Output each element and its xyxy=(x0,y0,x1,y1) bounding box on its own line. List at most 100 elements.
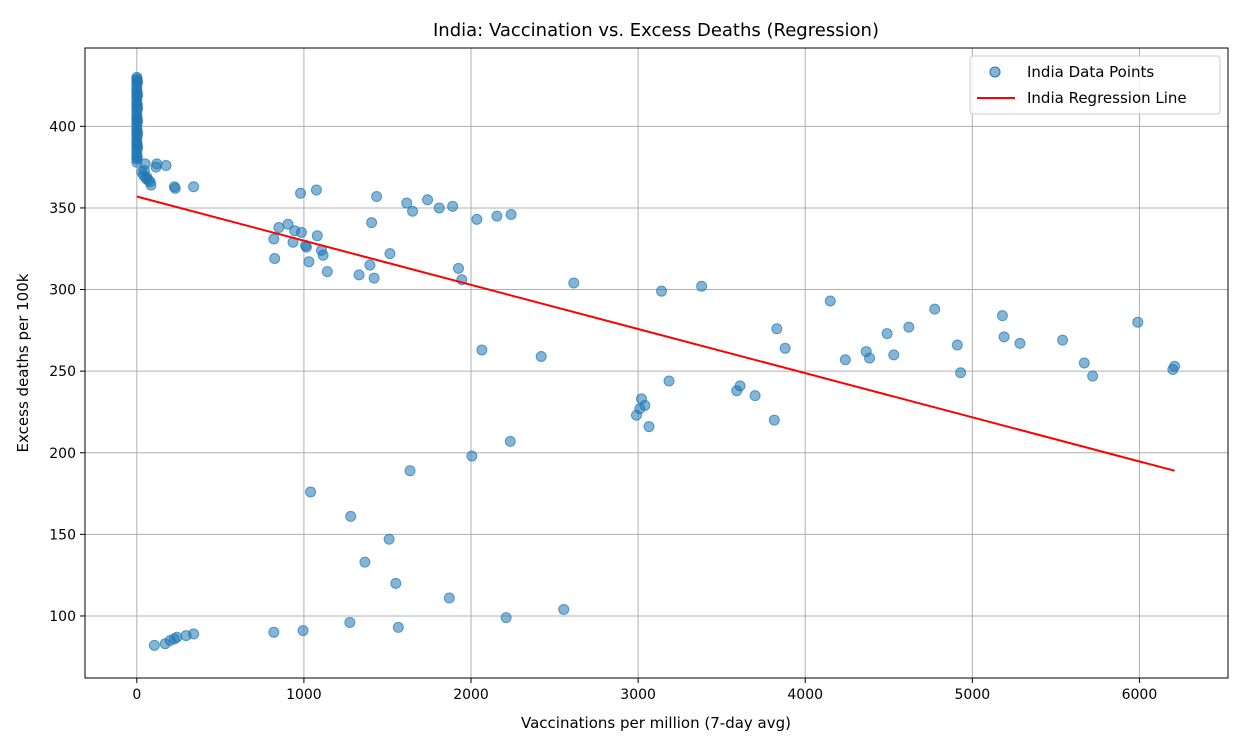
x-tick-label: 0 xyxy=(132,687,141,703)
data-point xyxy=(159,638,171,650)
data-point xyxy=(998,331,1010,343)
data-point xyxy=(491,210,503,222)
y-tick-label: 100 xyxy=(49,609,76,625)
data-point xyxy=(295,226,307,238)
legend-box xyxy=(969,55,1221,115)
data-point xyxy=(1087,370,1099,382)
data-point xyxy=(169,182,181,194)
data-point xyxy=(505,208,517,220)
data-point xyxy=(951,339,963,351)
data-point xyxy=(696,280,708,292)
data-point xyxy=(771,323,783,335)
data-point xyxy=(317,249,329,261)
data-point xyxy=(160,160,172,172)
data-point xyxy=(630,409,642,421)
chart-title: India: Vaccination vs. Excess Deaths (Re… xyxy=(433,20,879,41)
y-tick-label: 150 xyxy=(49,527,76,543)
y-tick-label: 200 xyxy=(49,446,76,462)
data-point xyxy=(864,352,876,364)
data-point xyxy=(303,256,315,268)
data-point xyxy=(180,630,192,642)
data-point xyxy=(384,248,396,260)
data-point xyxy=(1132,316,1144,328)
data-point xyxy=(422,194,434,206)
data-point xyxy=(368,272,380,284)
data-point xyxy=(824,295,836,307)
plot-frame xyxy=(84,47,1229,679)
legend-marker-scatter xyxy=(989,66,1001,78)
data-point xyxy=(132,89,144,101)
data-point xyxy=(383,533,395,545)
data-point xyxy=(132,129,144,141)
data-point xyxy=(1014,337,1026,349)
data-point xyxy=(955,367,967,379)
data-point xyxy=(404,465,416,477)
legend-label-points: India Data Points xyxy=(1027,63,1154,81)
data-point xyxy=(1057,334,1069,346)
data-point xyxy=(345,510,357,522)
data-point xyxy=(188,181,200,193)
data-point xyxy=(371,191,383,203)
data-point xyxy=(1078,357,1090,369)
data-point xyxy=(132,76,144,88)
data-point xyxy=(558,603,570,615)
data-point xyxy=(643,421,655,433)
data-point xyxy=(295,187,307,199)
data-point xyxy=(364,259,376,271)
data-point xyxy=(888,349,900,361)
data-point xyxy=(268,626,280,638)
data-point xyxy=(310,184,322,196)
y-tick-label: 350 xyxy=(49,201,76,217)
data-point xyxy=(366,217,378,229)
data-point xyxy=(150,161,162,173)
data-point xyxy=(568,277,580,289)
x-tick-label: 3000 xyxy=(620,687,656,703)
y-axis-label: Excess deaths per 100k xyxy=(14,273,32,452)
data-point xyxy=(140,173,152,185)
x-tick-label: 2000 xyxy=(453,687,489,703)
data-point xyxy=(749,390,761,402)
data-point xyxy=(447,200,459,212)
data-point xyxy=(269,253,281,265)
data-point xyxy=(321,266,333,278)
y-tick-label: 250 xyxy=(49,364,76,380)
data-point xyxy=(881,328,893,340)
data-point xyxy=(268,233,280,245)
data-point xyxy=(433,202,445,214)
data-point xyxy=(504,435,516,447)
data-point xyxy=(132,102,144,114)
data-point xyxy=(282,218,294,230)
data-point xyxy=(311,230,323,242)
data-point xyxy=(300,241,312,253)
y-tick-label: 400 xyxy=(49,119,76,135)
data-point xyxy=(476,344,488,356)
data-point xyxy=(452,262,464,274)
ticks: 0 1000 2000 3000 4000 5000 6000 100 150 200 250 300… xyxy=(49,119,1157,703)
data-point xyxy=(297,625,309,637)
data-point xyxy=(929,303,941,315)
data-point xyxy=(996,310,1008,322)
data-point xyxy=(132,142,144,154)
data-point xyxy=(407,205,419,217)
data-point xyxy=(392,621,404,633)
x-axis-label: Vaccinations per million (7-day avg) xyxy=(521,714,791,732)
data-point xyxy=(663,375,675,387)
data-point xyxy=(443,592,455,604)
data-point xyxy=(839,354,851,366)
x-tick-label: 4000 xyxy=(787,687,823,703)
legend: India Data Points India Regression Line xyxy=(969,55,1221,115)
data-point xyxy=(656,285,668,297)
data-point xyxy=(353,269,365,281)
legend-label-line: India Regression Line xyxy=(1027,89,1187,107)
series-layer xyxy=(131,71,1181,651)
x-tick-label: 6000 xyxy=(1122,687,1158,703)
data-point xyxy=(273,222,285,234)
data-point xyxy=(500,612,512,624)
x-tick-label: 5000 xyxy=(955,687,991,703)
data-point xyxy=(132,115,144,127)
grid xyxy=(85,48,1228,678)
data-point xyxy=(1169,360,1181,372)
data-point xyxy=(779,342,791,354)
